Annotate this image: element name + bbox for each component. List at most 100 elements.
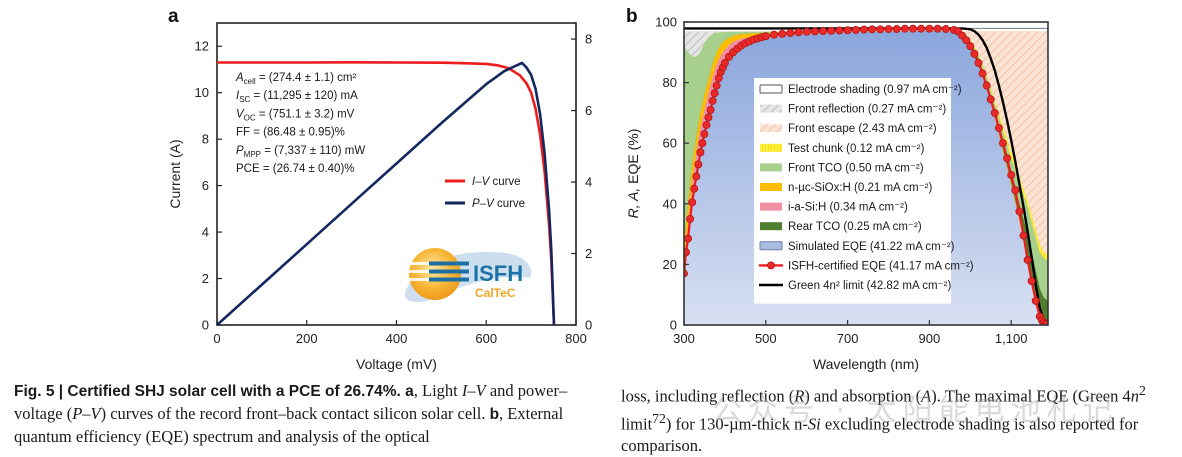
panel-b-letter: b <box>626 6 638 27</box>
parameter-annotation: ISC = (11,295 ± 120) mA <box>236 90 358 104</box>
logo-bar <box>429 269 469 274</box>
legend-box <box>754 78 951 304</box>
annotation-value: PCE = (26.74 ± 0.40)% <box>236 163 355 175</box>
legend-swatch <box>759 84 783 94</box>
eqe-marker <box>990 108 999 117</box>
eqe-marker <box>876 25 885 34</box>
eqe-marker <box>1011 186 1020 195</box>
parameter-annotation: VOC = (751.1 ± 3.2) mV <box>236 108 355 122</box>
legend-label: curve <box>494 198 525 210</box>
y-right-tick-label: 2 <box>585 246 592 261</box>
eqe-marker <box>690 184 699 193</box>
x-axis-label: Voltage (mV) <box>356 356 437 372</box>
y-tick-label: 0 <box>670 318 677 333</box>
logo-caltec-text: CalTeC <box>475 286 516 300</box>
eqe-marker <box>892 25 901 33</box>
logo-bar <box>429 261 469 266</box>
eqe-marker <box>966 42 975 51</box>
eqe-marker <box>720 58 729 67</box>
eqe-marker <box>1007 171 1016 179</box>
parameter-annotation: Acell = (274.4 ± 1.1) cm² <box>235 72 356 86</box>
caption-text: , Light <box>413 381 462 400</box>
legend-swatch <box>760 222 782 231</box>
eqe-marker <box>1031 296 1040 305</box>
x-tick-label: 500 <box>755 331 777 346</box>
legend-swatch <box>760 104 782 113</box>
caption-iv: I–V <box>461 381 486 400</box>
annotation-value: = (274.4 ± 1.1) cm² <box>256 72 357 84</box>
legend-label: curve <box>489 176 520 188</box>
logo-stripe <box>409 262 439 265</box>
y-tick-label: 0 <box>202 318 209 333</box>
eqe-marker <box>851 25 860 34</box>
caption-reference[interactable]: 72 <box>652 410 666 426</box>
y-tick-label: 60 <box>663 136 677 151</box>
legend-swatch <box>760 143 782 152</box>
eqe-marker <box>702 121 711 129</box>
eqe-marker <box>917 24 926 33</box>
annotation-symbol: I <box>236 90 240 102</box>
eqe-marker <box>860 25 868 34</box>
eqe-marker <box>941 25 950 33</box>
caption-Si: Si <box>807 414 821 433</box>
y-axis-label-part: EQE (%) <box>625 129 641 184</box>
x-tick-label: 600 <box>475 331 497 346</box>
eqe-marker <box>810 27 819 36</box>
y-axis-label-part: A, <box>625 184 641 202</box>
x-tick-label: 1,100 <box>995 331 1028 346</box>
caption-fig-label: Fig. 5 | Certified SHJ solar cell with a… <box>14 383 401 400</box>
y-axis-label-part: R, <box>625 201 641 218</box>
eqe-marker <box>1003 154 1012 163</box>
parameter-annotation: PCE = (26.74 ± 0.40)% <box>236 163 355 175</box>
caption-text: ) curves of the record front–back contac… <box>100 404 490 423</box>
eqe-marker <box>700 130 709 139</box>
eqe-marker <box>1023 255 1032 264</box>
x-tick-label: 700 <box>837 331 859 346</box>
x-tick-label: 200 <box>296 331 318 346</box>
legend-italic: P–V <box>472 198 495 210</box>
eqe-marker <box>933 24 942 33</box>
eqe-marker <box>692 172 701 181</box>
legend-entry: i-a-Si:H (0.34 mA cm⁻²) <box>788 202 908 214</box>
legend-entry: P–V curve <box>472 198 525 210</box>
caption-text: loss, including reflection ( <box>621 386 795 406</box>
eqe-marker <box>994 124 1003 132</box>
eqe-marker <box>710 89 719 98</box>
eqe-marker <box>978 69 987 78</box>
legend-swatch <box>760 163 782 172</box>
x-tick-label: 400 <box>386 331 408 346</box>
annotation-subscript: MPP <box>244 150 261 159</box>
eqe-marker <box>1027 277 1036 286</box>
annotation-symbol: V <box>236 108 245 120</box>
caption-a-label: a <box>400 383 414 400</box>
x-tick-label: 900 <box>919 331 941 346</box>
eqe-marker <box>884 25 893 33</box>
eqe-marker <box>1019 231 1028 240</box>
x-tick-label: 800 <box>565 331 587 346</box>
annotation-subscript: SC <box>239 95 250 104</box>
eqe-marker <box>684 234 693 243</box>
annotation-subscript: cell <box>244 77 256 86</box>
caption-text: ) and absorption ( <box>804 386 922 406</box>
eqe-marker <box>835 26 844 35</box>
caption-right: loss, including reflection (R) and absor… <box>621 380 1169 457</box>
eqe-marker <box>761 32 770 41</box>
parameter-annotation: PMPP = (7,337 ± 110) mW <box>236 145 365 159</box>
legend-swatch <box>760 202 782 211</box>
logo-stripe <box>409 278 439 281</box>
eqe-chart: 300 500 700 900 1,100 0 20 40 60 80 100 Wavelength … <box>625 15 1049 372</box>
y-tick-label: 10 <box>195 85 209 100</box>
y-tick-label: 8 <box>202 132 209 147</box>
legend-entry: Simulated EQE (41.22 mA cm⁻²) <box>788 241 955 253</box>
eqe-marker <box>909 24 917 33</box>
logo-isfh-text: ISFH <box>473 261 523 286</box>
y-tick-label: 6 <box>202 178 209 193</box>
legend-entry: Front TCO (0.50 mA cm⁻²) <box>788 162 924 174</box>
caption-text: ) for 130-µm-thick n- <box>665 414 808 433</box>
annotation-value: FF = (86.48 ± 0.95)% <box>236 127 345 139</box>
eqe-marker <box>868 25 877 34</box>
y-right-tick-label: 8 <box>585 32 592 47</box>
